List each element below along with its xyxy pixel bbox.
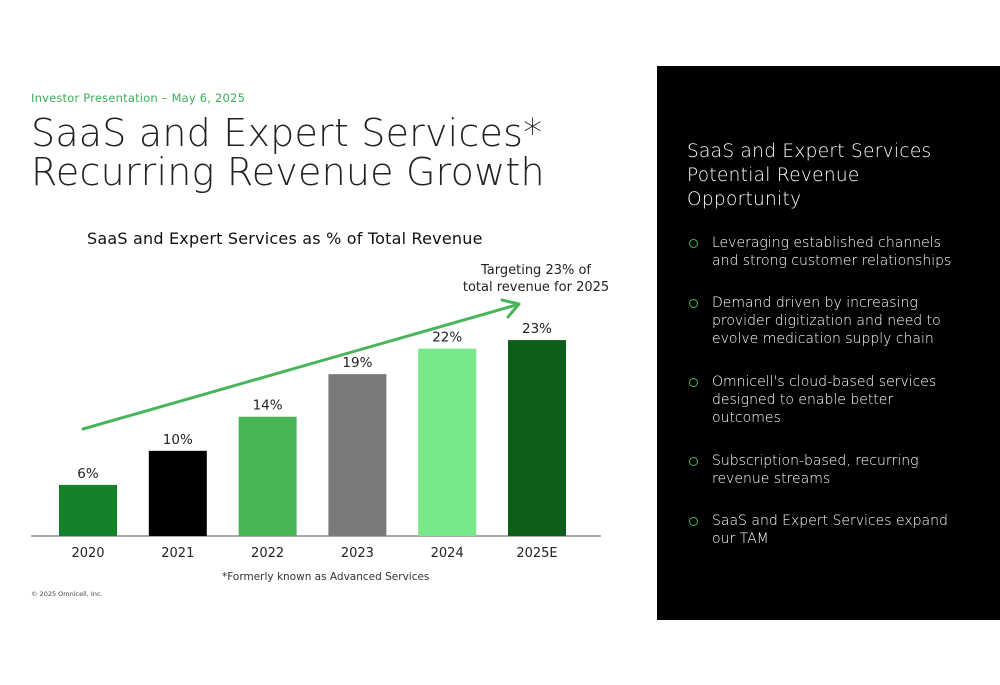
chart-title: SaaS and Expert Services as % of Total R… bbox=[87, 229, 483, 248]
circle-outline-icon bbox=[689, 299, 698, 308]
x-tick-label: 2024 bbox=[431, 546, 464, 561]
bar-2020 bbox=[59, 484, 117, 536]
panel-title-line-1: SaaS and Expert Services bbox=[687, 141, 932, 162]
bullet-text: SaaS and Expert Services expand our TAM bbox=[712, 513, 948, 547]
data-label: 23% bbox=[522, 321, 552, 337]
x-tick-label: 2025E bbox=[516, 546, 557, 561]
trend-arrowhead-icon bbox=[500, 298, 521, 319]
circle-outline-icon bbox=[689, 457, 698, 466]
copyright: © 2025 Omnicell, Inc. bbox=[31, 590, 103, 598]
panel-title: SaaS and Expert Services Potential Reven… bbox=[687, 140, 977, 212]
bar-2024 bbox=[418, 348, 477, 536]
annotation-line-2: total revenue for 2025 bbox=[463, 280, 609, 295]
bullet-item: Subscription-based, recurring revenue st… bbox=[687, 452, 919, 488]
opportunity-panel: SaaS and Expert Services Potential Reven… bbox=[657, 66, 1000, 620]
bullet-item: Demand driven by increasing provider dig… bbox=[687, 294, 941, 348]
bullet-text: Demand driven by increasing provider dig… bbox=[712, 295, 941, 347]
page-title: SaaS and Expert Services* Recurring Reve… bbox=[31, 114, 631, 192]
data-label: 10% bbox=[163, 432, 193, 448]
page-title-line-1: SaaS and Expert Services* bbox=[31, 111, 543, 155]
trend-arrow-line bbox=[81, 303, 518, 431]
x-tick-label: 2022 bbox=[251, 546, 284, 561]
data-label: 22% bbox=[432, 330, 462, 346]
x-tick-label: 2020 bbox=[71, 546, 104, 561]
x-tick-label: 2023 bbox=[341, 546, 374, 561]
bullet-item: Leveraging established channels and stro… bbox=[687, 234, 951, 270]
panel-title-line-3: Opportunity bbox=[687, 189, 802, 210]
bullet-item: SaaS and Expert Services expand our TAM bbox=[687, 512, 948, 548]
bar-2021 bbox=[148, 450, 207, 536]
bar-2023 bbox=[328, 374, 387, 536]
panel-title-line-2: Potential Revenue bbox=[687, 165, 860, 186]
bar-2025E bbox=[508, 340, 566, 536]
revenue-bar-chart: 6% 2020 10% 2021 14% 2022 19% 2023 22% 2024 23% 202… bbox=[31, 263, 609, 561]
footnote: *Formerly known as Advanced Services bbox=[222, 571, 430, 583]
presentation-date: Investor Presentation – May 6, 2025 bbox=[31, 91, 246, 105]
circle-outline-icon bbox=[689, 378, 698, 387]
circle-outline-icon bbox=[689, 239, 698, 248]
x-tick-label: 2021 bbox=[161, 546, 194, 561]
bullet-text: Leveraging established channels and stro… bbox=[712, 235, 952, 269]
annotation-line-1: Targeting 23% of bbox=[480, 263, 591, 278]
bar-2022 bbox=[238, 416, 297, 536]
bullet-text: Omnicell's cloud-based services designed… bbox=[712, 374, 937, 426]
data-label: 6% bbox=[77, 466, 99, 482]
data-label: 14% bbox=[253, 398, 283, 414]
page-title-line-2: Recurring Revenue Growth bbox=[31, 150, 545, 194]
bullet-item: Omnicell's cloud-based services designed… bbox=[687, 373, 936, 427]
circle-outline-icon bbox=[689, 517, 698, 526]
data-label: 19% bbox=[342, 355, 372, 371]
bullet-text: Subscription-based, recurring revenue st… bbox=[712, 453, 919, 487]
